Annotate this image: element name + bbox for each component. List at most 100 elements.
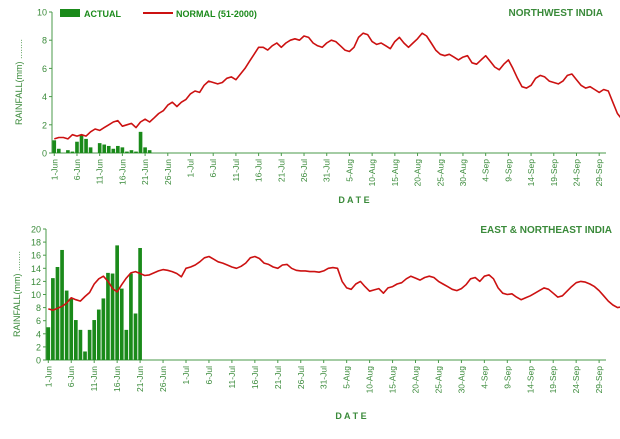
nw-x-tick-label: 19-Sep [549, 159, 559, 187]
nw-x-tick-label: 4-Sep [481, 159, 491, 182]
nw-actual-bar [116, 145, 120, 153]
nw-x-tick-label: 5-Aug [344, 159, 354, 182]
nw-actual-bar [88, 147, 93, 153]
ne-chart-title: EAST & NORTHEAST INDIA [480, 225, 612, 236]
nw-y-tick-label: 10 [37, 8, 47, 18]
nw-actual-bar [143, 147, 147, 153]
ne-x-tick-label: 31-Jul [319, 366, 329, 389]
legend-actual-swatch [60, 9, 80, 17]
nw-x-axis-label: D A T E [338, 195, 369, 205]
ne-actual-bar [92, 320, 97, 360]
ne-y-tick-label: 16 [31, 251, 41, 261]
ne-actual-bar [133, 313, 138, 360]
nw-y-tick-label: 4 [42, 92, 47, 102]
nw-actual-bar [84, 138, 88, 153]
ne-x-tick-label: 25-Aug [433, 366, 443, 394]
nw-actual-bar [120, 147, 125, 153]
nw-x-tick-label: 9-Sep [503, 159, 513, 182]
ne-y-tick-label: 20 [31, 225, 41, 235]
ne-actual-bar [138, 247, 142, 360]
nw-actual-bar [125, 151, 129, 153]
ne-x-tick-label: 21-Jun [135, 366, 145, 392]
nw-x-tick-label: 31-Jul [322, 159, 332, 182]
ne-actual-bar [83, 351, 87, 360]
legend-actual-label: ACTUAL [84, 9, 121, 19]
ne-actual-bar [51, 278, 55, 360]
nw-actual-bar [102, 144, 107, 153]
nw-actual-bar [106, 145, 111, 153]
ne-y-tick-label: 12 [31, 277, 41, 287]
ne-actual-bar [124, 329, 129, 360]
nw-y-tick-label: 8 [42, 36, 47, 46]
nw-actual-bar [129, 150, 134, 153]
nw-x-tick-label: 6-Jun [72, 159, 82, 181]
ne-x-tick-label: 26-Jul [296, 366, 306, 389]
nw-normal-line [54, 32, 620, 140]
ne-x-tick-label: 6-Jul [204, 366, 214, 385]
nw-actual-bar [66, 150, 70, 153]
ne-y-tick-label: 14 [31, 264, 41, 274]
ne-y-tick-label: 2 [36, 342, 41, 352]
ne-actual-bar [115, 245, 119, 360]
ne-y-tick-label: 10 [31, 290, 41, 300]
ne-x-tick-label: 4-Sep [479, 366, 489, 389]
ne-x-tick-label: 20-Aug [411, 366, 421, 394]
ne-x-tick-label: 10-Aug [365, 366, 375, 394]
nw-x-tick-label: 30-Aug [458, 159, 468, 187]
ne-actual-bar [60, 249, 64, 360]
nw-x-tick-label: 20-Aug [413, 159, 423, 187]
ne-y-axis-label: RAINFALL(mm) ........ [12, 251, 22, 337]
nw-x-tick-label: 1-Jun [49, 159, 59, 181]
nw-x-tick-label: 26-Jun [163, 159, 173, 185]
nw-actual-bar [75, 141, 79, 153]
ne-x-tick-label: 21-Jul [273, 366, 283, 389]
ne-normal-line [48, 255, 620, 312]
ne-x-tick-label: 11-Jul [227, 366, 237, 389]
nw-actual-bar [70, 151, 75, 153]
ne-x-tick-label: 6-Jun [66, 366, 76, 388]
nw-x-tick-label: 11-Jul [231, 159, 241, 182]
nw-actual-bar [134, 151, 138, 153]
nw-x-tick-label: 10-Aug [367, 159, 377, 187]
nw-x-tick-label: 26-Jul [299, 159, 309, 182]
ne-actual-bar [129, 273, 133, 360]
ne-x-tick-label: 16-Jun [112, 366, 122, 392]
nw-x-tick-label: 21-Jul [276, 159, 286, 182]
nw-x-tick-label: 11-Jun [95, 159, 105, 185]
nw-x-tick-label: 29-Sep [594, 159, 604, 187]
ne-y-tick-label: 4 [36, 329, 41, 339]
ne-actual-bar [69, 298, 74, 360]
ne-x-tick-label: 19-Sep [548, 366, 558, 394]
ne-actual-bar [119, 288, 124, 360]
ne-actual-bar [96, 309, 101, 360]
nw-actual-bar [111, 148, 116, 153]
ne-x-axis-label: D A T E [335, 411, 366, 421]
ne-x-tick-label: 29-Sep [594, 366, 604, 394]
nw-y-tick-label: 6 [42, 64, 47, 74]
ne-actual-bar [110, 273, 115, 360]
ne-x-tick-label: 26-Jun [158, 366, 168, 392]
nw-actual-bar [138, 131, 143, 153]
ne-actual-bar [46, 327, 51, 360]
ne-x-tick-label: 24-Sep [571, 366, 581, 394]
nw-x-tick-label: 15-Aug [390, 159, 400, 187]
nw-x-tick-label: 16-Jul [254, 159, 264, 182]
nw-x-tick-label: 1-Jul [186, 159, 196, 178]
ne-actual-bar [74, 320, 78, 360]
ne-x-tick-label: 14-Sep [525, 366, 535, 394]
nw-x-tick-label: 25-Aug [435, 159, 445, 187]
ne-actual-bar [78, 329, 83, 360]
nw-actual-bar [79, 134, 84, 153]
ne-x-tick-label: 16-Jul [250, 366, 260, 389]
ne-actual-bar [87, 329, 92, 360]
nw-actual-bar [52, 140, 57, 153]
ne-actual-bar [101, 298, 106, 360]
nw-x-tick-label: 6-Jul [208, 159, 218, 178]
ne-actual-bar [64, 290, 69, 360]
ne-x-tick-label: 1-Jun [43, 366, 53, 388]
ne-x-tick-label: 1-Jul [181, 366, 191, 385]
nw-actual-bar [147, 150, 152, 153]
ne-y-tick-label: 18 [31, 238, 41, 248]
